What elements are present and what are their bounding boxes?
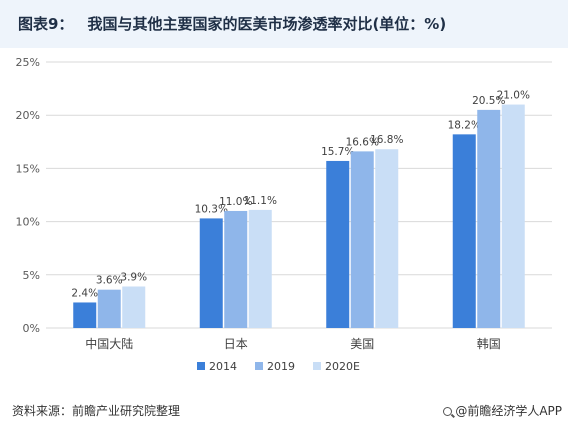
- y-tick-label: 10%: [16, 216, 40, 229]
- credit-text: @前瞻经济学人APP: [455, 404, 562, 418]
- bar: [224, 210, 248, 328]
- data-label: 15.7%: [321, 146, 354, 158]
- legend-label: 2019: [267, 360, 295, 373]
- bar: [477, 109, 501, 328]
- legend-label: 2014: [209, 360, 237, 373]
- y-tick-label: 5%: [23, 269, 40, 282]
- data-label: 21.0%: [497, 90, 530, 102]
- data-label: 11.0%: [219, 196, 252, 208]
- x-tick-label: 中国大陆: [85, 336, 133, 351]
- y-tick-label: 25%: [16, 56, 40, 69]
- bar: [375, 149, 399, 328]
- y-tick-label: 0%: [23, 322, 40, 335]
- data-label: 20.5%: [472, 95, 505, 107]
- bar: [452, 134, 476, 328]
- data-label: 10.3%: [195, 203, 228, 215]
- bar: [350, 151, 374, 328]
- bar: [97, 289, 121, 328]
- data-label: 16.6%: [346, 136, 379, 148]
- magnifier-icon: [443, 407, 453, 416]
- x-tick-label: 日本: [224, 337, 248, 351]
- figure-label: 图表9：: [18, 15, 74, 33]
- legend-label: 2020E: [325, 360, 360, 373]
- bar: [122, 286, 146, 328]
- data-label: 16.8%: [370, 134, 403, 146]
- bar: [199, 218, 223, 328]
- bar-chart: 0%5%10%15%20%25%2.4%3.6%3.9%中国大陆10.3%11.…: [16, 56, 552, 373]
- data-label: 18.2%: [448, 119, 481, 131]
- source-label: 资料来源：: [12, 404, 73, 418]
- x-tick-label: 韩国: [477, 336, 501, 351]
- source-text: 前瞻产业研究院整理: [72, 404, 181, 418]
- credit: @前瞻经济学人APP: [443, 402, 562, 419]
- bar: [501, 104, 525, 328]
- bar: [248, 209, 272, 328]
- legend-swatch: [255, 362, 263, 370]
- x-tick-label: 美国: [350, 337, 374, 351]
- legend-swatch: [197, 362, 205, 370]
- data-label: 2.4%: [71, 287, 98, 299]
- chart-title: 我国与其他主要国家的医美市场渗透率对比(单位：%): [87, 15, 447, 33]
- source-note: 资料来源：前瞻产业研究院整理: [12, 402, 180, 419]
- bar: [326, 160, 350, 328]
- chart-title-bar: 图表9： 我国与其他主要国家的医美市场渗透率对比(单位：%): [0, 0, 568, 48]
- footer: 资料来源：前瞻产业研究院整理 @前瞻经济学人APP: [0, 396, 568, 429]
- data-label: 3.6%: [96, 275, 123, 287]
- y-tick-label: 20%: [16, 109, 40, 122]
- bar: [73, 302, 97, 328]
- legend-swatch: [313, 362, 321, 370]
- y-tick-label: 15%: [16, 162, 40, 175]
- data-label: 3.9%: [120, 272, 147, 284]
- data-label: 11.1%: [244, 195, 277, 207]
